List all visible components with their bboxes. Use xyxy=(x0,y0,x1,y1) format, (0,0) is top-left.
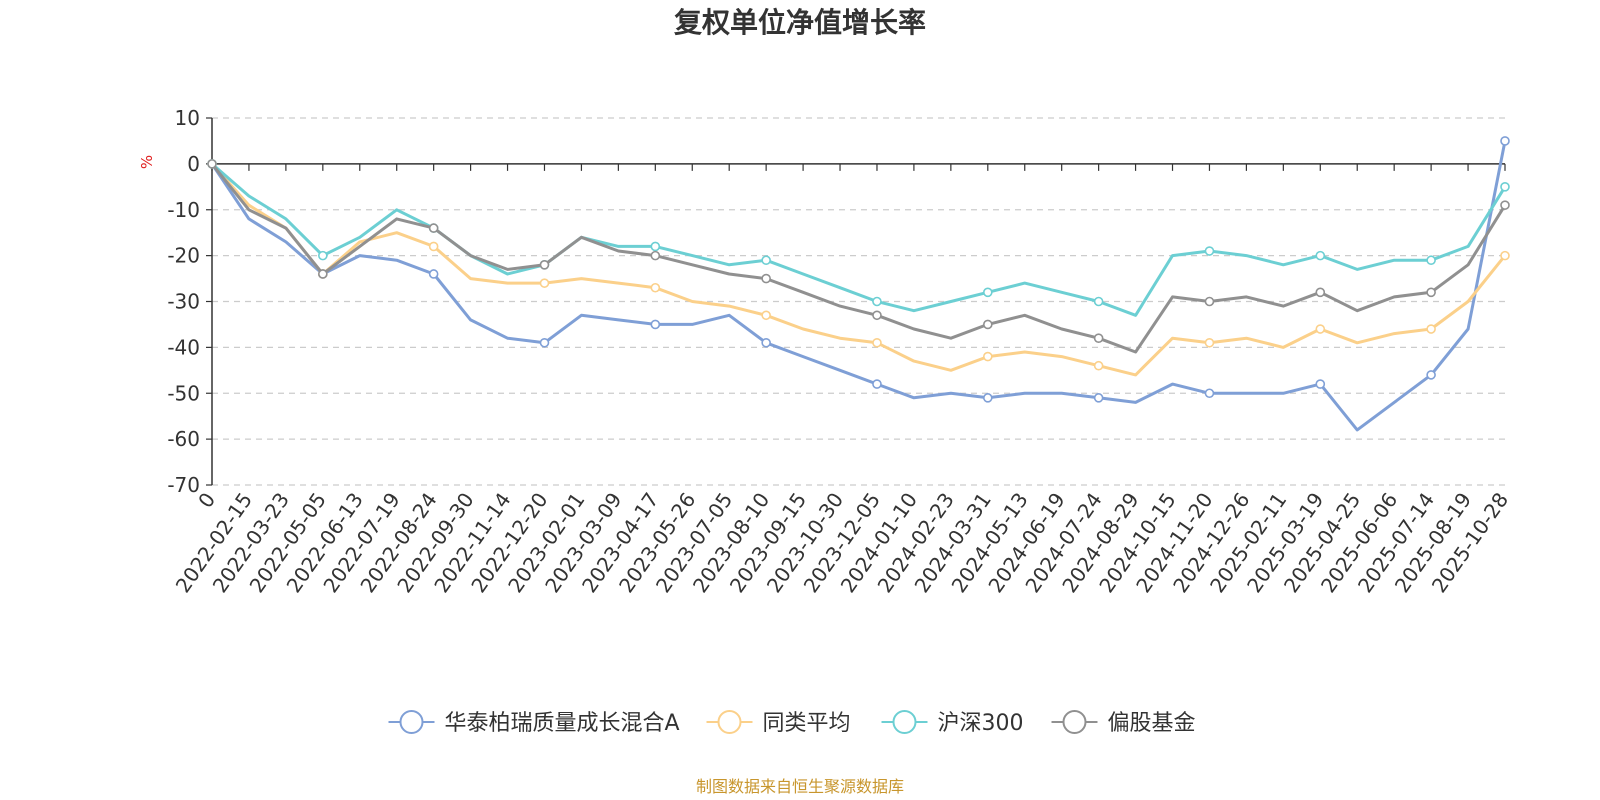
series-line xyxy=(210,162,1507,377)
legend-label: 沪深300 xyxy=(938,711,1024,736)
y-axis-ticks: 10 0 -10 -20 -30 -40 -50 -60 -70 xyxy=(167,106,212,497)
chart-title: 复权单位净值增长率 xyxy=(674,6,926,39)
data-point xyxy=(1426,255,1436,266)
legend-swatch-circle xyxy=(399,710,424,734)
legend-item[interactable]: 同类平均 xyxy=(706,710,851,736)
data-point xyxy=(761,255,771,266)
data-point xyxy=(207,159,217,169)
data-point xyxy=(650,282,661,293)
data-point xyxy=(1315,379,1326,389)
data-point xyxy=(650,241,661,252)
data-point xyxy=(428,241,439,252)
data-point xyxy=(1500,136,1510,146)
y-axis-unit: % xyxy=(138,155,156,169)
legend-item[interactable]: 华泰柏瑞质量成长混合A xyxy=(388,710,680,736)
data-point xyxy=(1426,324,1436,334)
grid-lines xyxy=(212,117,1505,486)
legend-label: 华泰柏瑞质量成长混合A xyxy=(445,711,680,736)
data-point xyxy=(1204,388,1215,399)
data-point xyxy=(1204,296,1215,307)
series-3 xyxy=(207,159,1510,354)
data-point xyxy=(1500,182,1510,192)
series-lines xyxy=(207,136,1510,432)
y-tick-label: -50 xyxy=(167,381,200,405)
legend-label: 同类平均 xyxy=(763,711,851,736)
y-tick-label: -10 xyxy=(167,198,200,222)
legend-swatch-circle xyxy=(717,710,742,734)
data-point xyxy=(1426,287,1436,298)
data-point xyxy=(982,393,993,403)
data-point xyxy=(1093,296,1104,307)
data-point xyxy=(539,337,550,348)
data-source-note: 制图数据来自恒生聚源数据库 xyxy=(696,777,904,796)
y-tick-label: 0 xyxy=(187,152,200,176)
data-point xyxy=(1204,246,1215,256)
data-point xyxy=(1093,333,1104,344)
data-point xyxy=(1093,360,1104,371)
data-point xyxy=(1500,200,1510,210)
legend[interactable]: 华泰柏瑞质量成长混合A 同类平均 沪深300 偏股基金 xyxy=(388,710,1196,736)
data-point xyxy=(761,337,771,348)
data-point xyxy=(318,269,328,279)
data-point xyxy=(1426,370,1436,380)
legend-item[interactable]: 偏股基金 xyxy=(1051,710,1196,736)
data-point xyxy=(1315,287,1326,298)
series-line xyxy=(210,162,1507,317)
series-1 xyxy=(207,159,1510,377)
legend-item[interactable]: 沪深300 xyxy=(881,710,1024,736)
data-point xyxy=(428,223,439,233)
data-point xyxy=(1093,393,1104,403)
legend-swatch-circle xyxy=(892,710,917,734)
data-point xyxy=(761,310,771,321)
data-point xyxy=(982,319,993,330)
y-tick-label: 10 xyxy=(175,106,200,130)
series-line xyxy=(210,139,1507,432)
y-tick-label: -20 xyxy=(167,244,200,268)
data-point xyxy=(982,351,993,362)
data-point xyxy=(872,310,882,321)
data-point xyxy=(428,269,439,279)
data-point xyxy=(761,273,771,284)
data-point xyxy=(1315,324,1326,334)
data-point xyxy=(1500,250,1510,261)
data-point xyxy=(982,287,993,298)
data-point xyxy=(1204,337,1215,348)
y-tick-label: -60 xyxy=(167,427,200,451)
x-tick-label: 0 xyxy=(193,488,220,512)
series-2 xyxy=(207,159,1510,317)
data-point xyxy=(650,319,661,330)
data-point xyxy=(539,259,550,270)
axes xyxy=(211,118,1505,485)
series-line xyxy=(210,162,1507,354)
legend-swatch-circle xyxy=(1062,710,1087,734)
data-point xyxy=(1315,250,1326,261)
data-point xyxy=(318,250,328,261)
data-point xyxy=(539,278,550,288)
legend-label: 偏股基金 xyxy=(1108,711,1196,736)
data-point xyxy=(872,379,882,389)
data-point xyxy=(872,337,882,348)
y-tick-label: -40 xyxy=(167,335,200,359)
y-tick-label: -70 xyxy=(167,473,200,497)
data-point xyxy=(872,296,882,307)
y-tick-label: -30 xyxy=(167,290,200,314)
data-point xyxy=(650,250,661,261)
series-0 xyxy=(207,136,1510,432)
